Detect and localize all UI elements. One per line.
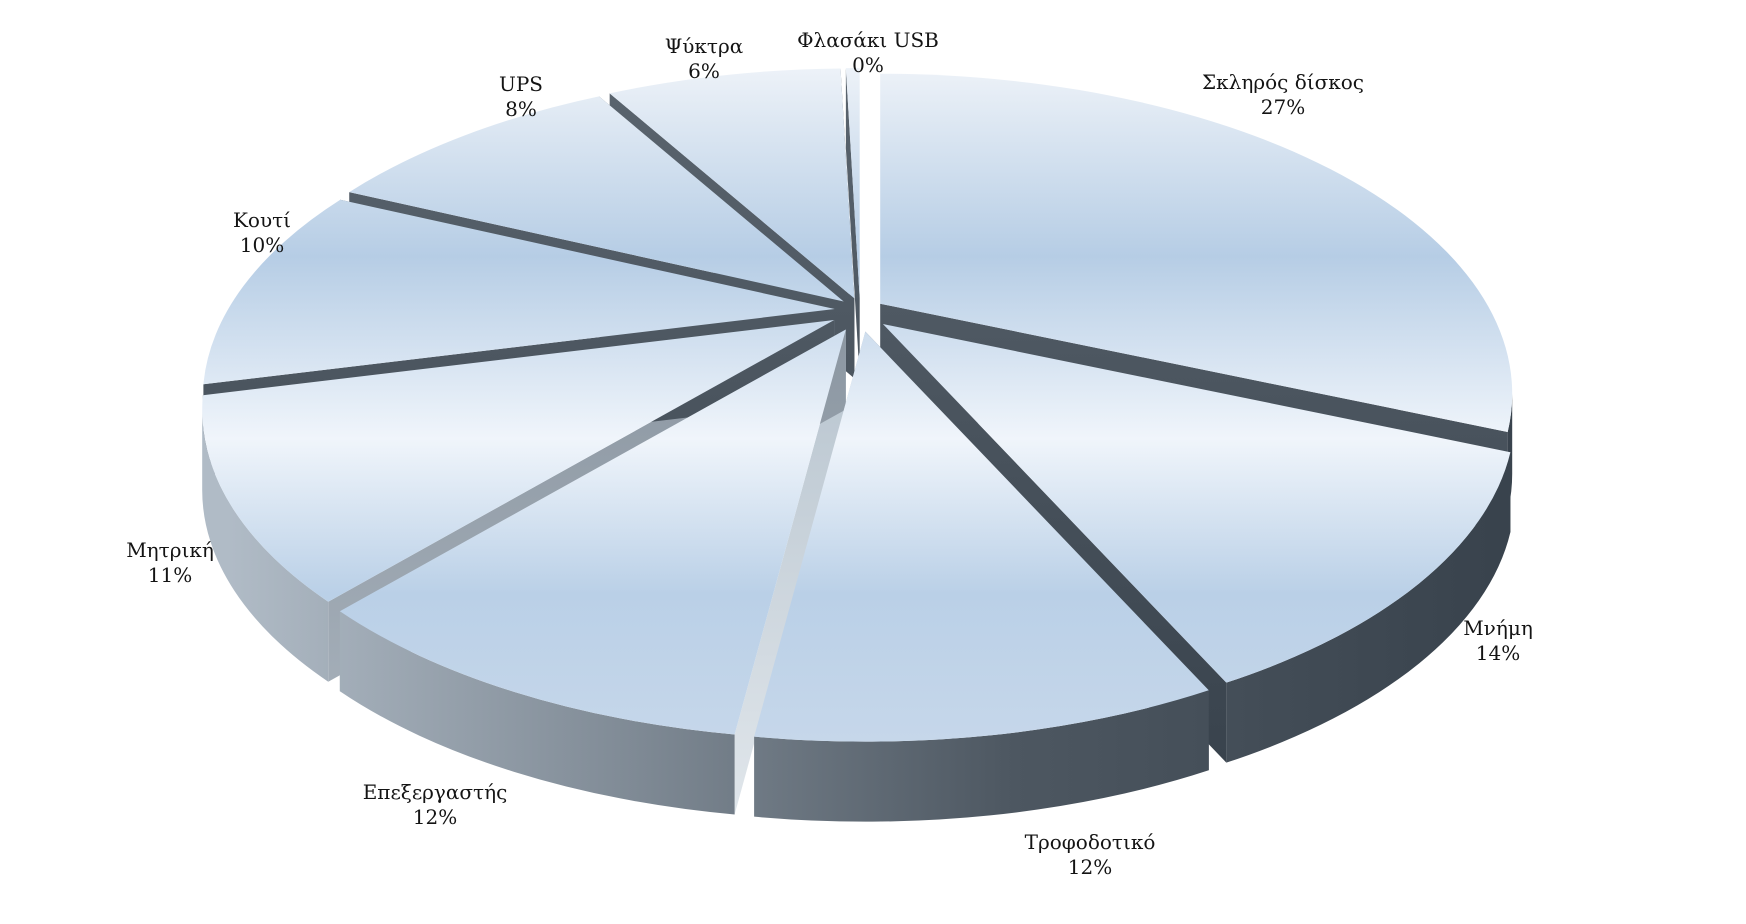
slice-pct: 11% [147, 563, 193, 587]
slice-label-motherboard: Μητρική 11% [126, 538, 214, 588]
slice-name: Μνήμη [1463, 616, 1533, 640]
slice-name: Μητρική [126, 538, 214, 562]
slice-label-heatsink: Ψύκτρα 6% [665, 34, 744, 84]
slice-name: Σκληρός δίσκος [1202, 70, 1364, 94]
slice-label-cpu: Επεξεργαστής 12% [363, 780, 508, 830]
slice-label-case: Κουτί 10% [233, 208, 291, 258]
slice-pct: 8% [505, 97, 537, 121]
slice-name: UPS [498, 72, 544, 96]
slice-label-psu: Τροφοδοτικό 12% [1025, 830, 1156, 880]
slice-pct: 12% [1067, 855, 1113, 879]
slice-pct: 10% [239, 233, 285, 257]
slice-label-usb-flash: Φλασάκι USB 0% [797, 28, 939, 78]
slice-label-ups: UPS 8% [499, 72, 543, 122]
slice-pct: 14% [1475, 641, 1521, 665]
slice-label-hard-disk: Σκληρός δίσκος 27% [1202, 70, 1364, 120]
slice-pct: 0% [852, 53, 884, 77]
slice-name: Κουτί [232, 208, 292, 232]
slice-pct: 12% [412, 805, 458, 829]
slice-name: Φλασάκι USB [797, 28, 939, 52]
slice-name: Τροφοδοτικό [1024, 830, 1156, 854]
slice-pct: 27% [1260, 95, 1306, 119]
slice-label-memory: Μνήμη 14% [1463, 616, 1533, 666]
slice-name: Ψύκτρα [664, 34, 744, 58]
slice-pct: 6% [688, 59, 720, 83]
slice-name: Επεξεργαστής [362, 780, 508, 804]
